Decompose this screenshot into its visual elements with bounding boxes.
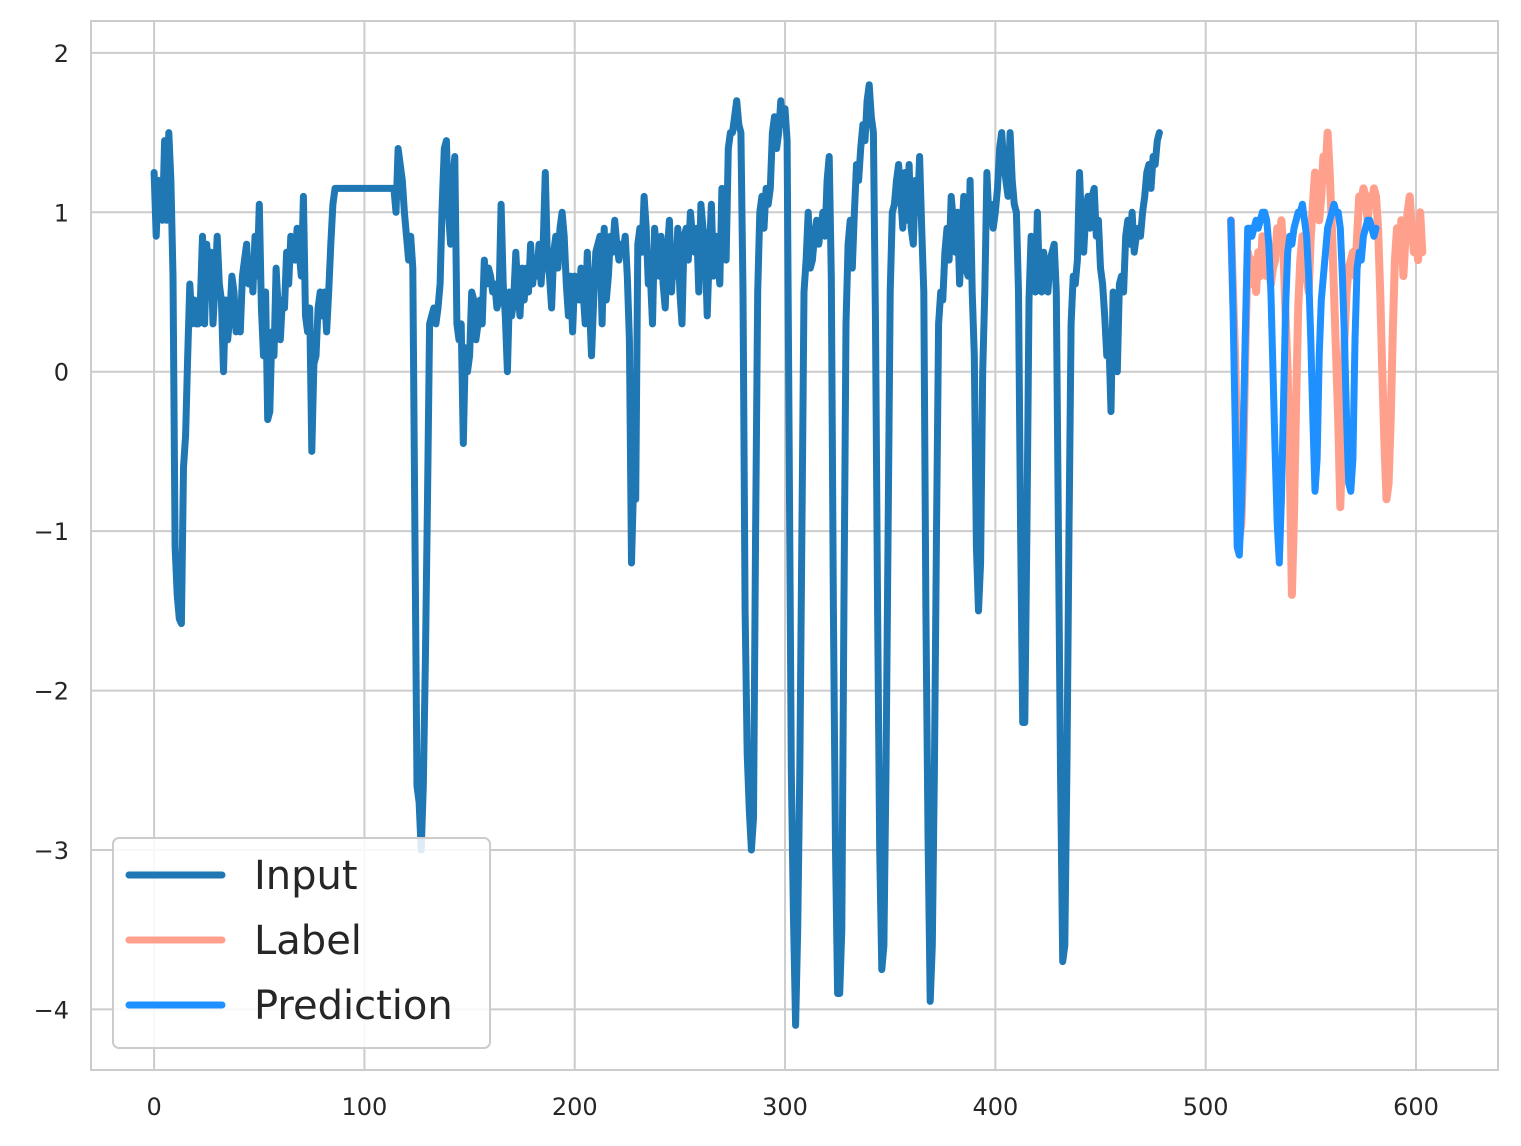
- x-tick-label: 0: [146, 1093, 161, 1121]
- series-layer: [150, 81, 1427, 1029]
- x-axis: 0 100 200 300 400 500 600: [146, 1093, 1438, 1121]
- y-tick-label: 2: [54, 40, 69, 68]
- y-tick-label: −2: [34, 678, 69, 706]
- y-tick-label: 0: [54, 359, 69, 387]
- x-tick-label: 100: [342, 1093, 388, 1121]
- x-tick-label: 600: [1393, 1093, 1439, 1121]
- y-axis: 2 1 0 −1 −2 −3 −4: [34, 40, 69, 1025]
- legend-label-label: Label: [254, 918, 362, 964]
- y-tick-label: −1: [34, 518, 69, 546]
- legend-label-prediction: Prediction: [254, 983, 453, 1029]
- y-tick-label: 1: [54, 199, 69, 227]
- legend-label-input: Input: [254, 853, 358, 899]
- x-tick-label: 400: [972, 1093, 1018, 1121]
- legend-box: [112, 837, 491, 1049]
- series-line-prediction: [1227, 200, 1380, 567]
- y-tick-label: −3: [34, 837, 69, 865]
- series-line-label: [1226, 128, 1427, 599]
- x-tick-label: 200: [552, 1093, 598, 1121]
- plot-frame: [90, 20, 1499, 1071]
- series-line-input: [150, 81, 1163, 1029]
- y-tick-label: −4: [34, 996, 69, 1024]
- x-tick-label: 300: [762, 1093, 808, 1121]
- legend: Input Label Prediction: [112, 837, 491, 1049]
- x-tick-label: 500: [1183, 1093, 1229, 1121]
